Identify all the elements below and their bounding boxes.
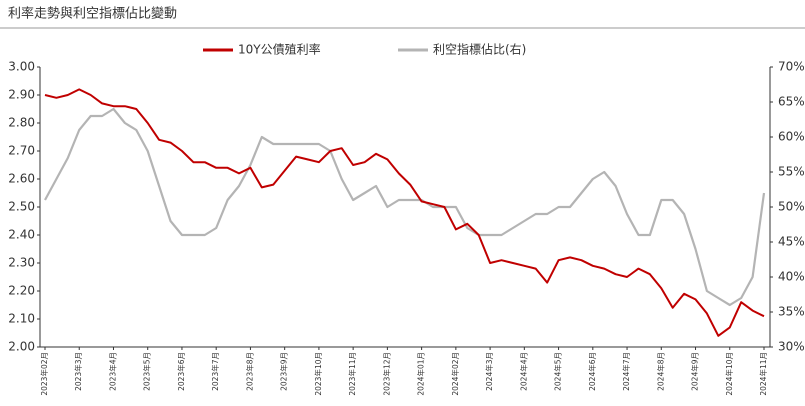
y2-tick-label: 55% xyxy=(778,165,805,179)
y2-tick-label: 30% xyxy=(778,340,805,354)
legend-label: 10Y公債殖利率 xyxy=(238,42,321,57)
x-tick-label: 2023年7月 xyxy=(210,352,220,391)
y-tick-label: 2.90 xyxy=(8,88,35,102)
x-tick-label: 2024年02月 xyxy=(450,352,460,396)
x-tick-label: 2023年8月 xyxy=(244,352,254,391)
x-tick-label: 2023年9月 xyxy=(279,352,289,391)
y-tick-label: 2.50 xyxy=(8,200,35,214)
y-tick-label: 2.20 xyxy=(8,284,35,298)
series-line xyxy=(44,107,766,307)
x-tick-label: 2024年6月 xyxy=(587,352,597,391)
x-tick-label: 2024年4月 xyxy=(518,352,528,391)
y2-tick-label: 60% xyxy=(778,130,805,144)
y2-tick-label: 45% xyxy=(778,235,805,249)
x-tick-label: 2023年11月 xyxy=(347,352,357,396)
x-tick-label: 2024年01月 xyxy=(416,352,426,396)
x-tick-label: 2023年10月 xyxy=(313,352,323,396)
x-tick-label: 2023年3月 xyxy=(73,352,83,391)
x-tick-label: 2024年9月 xyxy=(690,352,700,391)
y2-tick-label: 35% xyxy=(778,305,805,319)
y-tick-label: 2.40 xyxy=(8,228,35,242)
y-tick-label: 3.00 xyxy=(8,60,35,74)
series-line xyxy=(44,88,765,337)
y2-tick-label: 65% xyxy=(778,95,805,109)
x-tick-label: 2024年10月 xyxy=(724,352,734,396)
y-tick-label: 2.70 xyxy=(8,144,35,158)
y2-tick-label: 70% xyxy=(778,60,805,74)
x-tick-label: 2024年3月 xyxy=(484,352,494,391)
x-tick-label: 2023年6月 xyxy=(176,352,186,391)
x-tick-label: 2024年11月 xyxy=(758,352,768,396)
y-tick-label: 2.80 xyxy=(8,116,35,130)
x-tick-label: 2024年8月 xyxy=(655,352,665,391)
x-tick-label: 2023年02月 xyxy=(39,352,49,396)
x-tick-label: 2024年5月 xyxy=(553,352,563,391)
y-tick-label: 2.60 xyxy=(8,172,35,186)
y-tick-label: 2.30 xyxy=(8,256,35,270)
y2-tick-label: 40% xyxy=(778,270,805,284)
legend-label: 利空指標佔比(右) xyxy=(433,42,526,57)
x-tick-label: 2023年12月 xyxy=(381,352,391,396)
x-tick-label: 2024年7月 xyxy=(621,352,631,391)
y-tick-label: 2.00 xyxy=(8,340,35,354)
y-tick-label: 2.10 xyxy=(8,312,35,326)
chart-title: 利率走勢與利空指標佔比變動 xyxy=(8,6,177,22)
y2-tick-label: 50% xyxy=(778,200,805,214)
x-tick-label: 2023年5月 xyxy=(142,352,152,391)
x-tick-label: 2023年4月 xyxy=(107,352,117,391)
